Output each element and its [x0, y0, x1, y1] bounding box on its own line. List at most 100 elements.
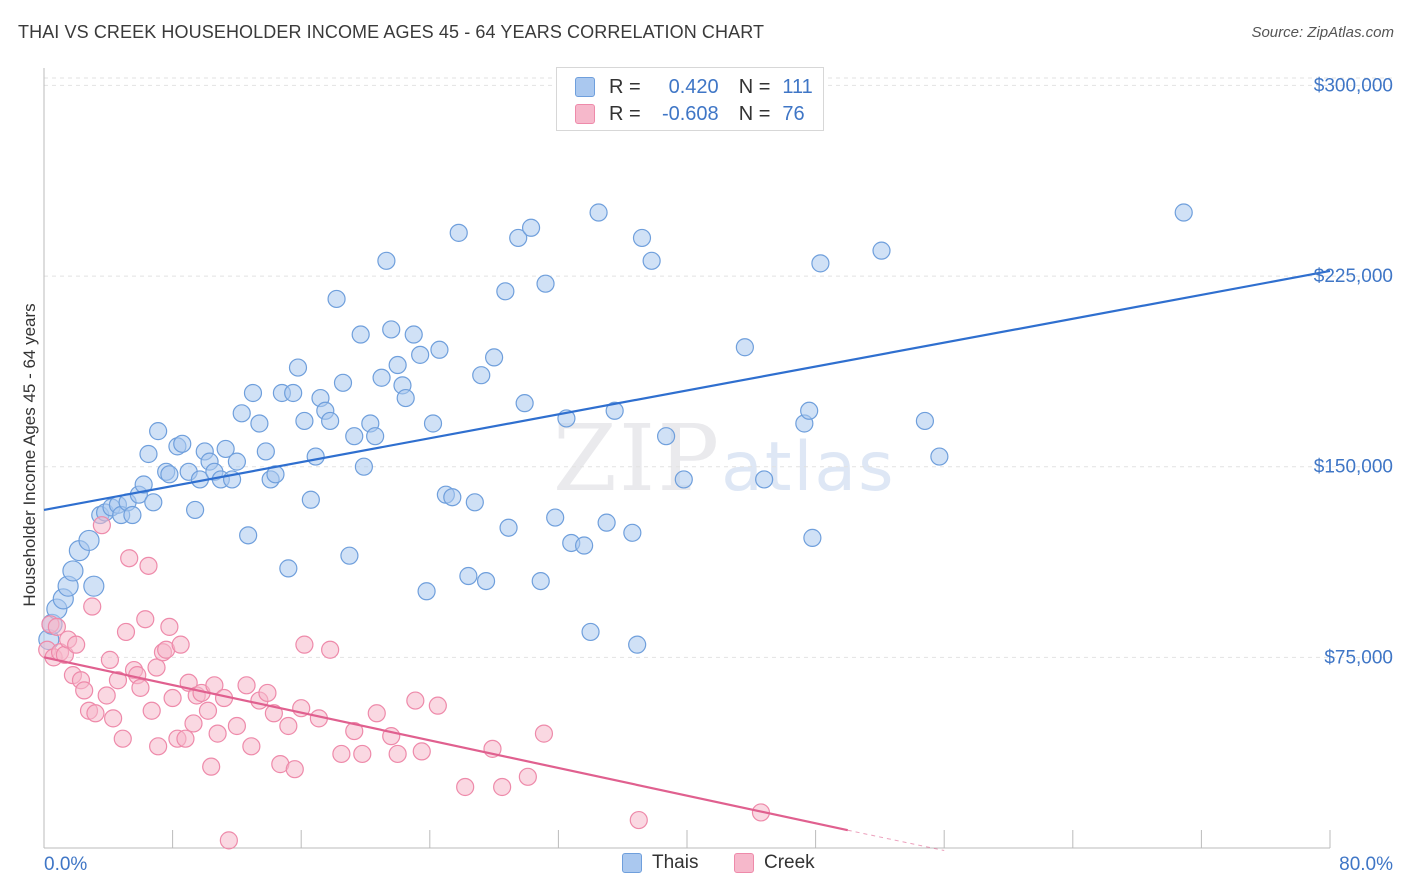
- thais-point: [597, 513, 616, 532]
- thais-point: [642, 251, 661, 270]
- thais-point: [623, 523, 642, 542]
- creek-point: [258, 683, 277, 703]
- thais-swatch: [575, 77, 595, 97]
- thais-point: [149, 422, 168, 441]
- thais-r-value: 0.420: [668, 75, 719, 98]
- thais-point: [459, 566, 478, 586]
- thais-point: [134, 475, 153, 494]
- creek-point: [108, 671, 128, 690]
- legend-row-thais: R = 0.420 N = 111: [575, 75, 813, 99]
- creek-point: [83, 597, 102, 616]
- thais-point: [674, 470, 693, 489]
- creek-point: [208, 724, 227, 743]
- thais-point: [295, 411, 314, 431]
- thais-point: [735, 338, 754, 357]
- creek-point: [242, 737, 261, 756]
- creek-point: [171, 635, 190, 654]
- trend-lines: [43, 269, 1331, 852]
- creek-point: [237, 676, 256, 695]
- thais-point: [657, 427, 676, 446]
- creek-point: [295, 635, 314, 654]
- creek-point: [136, 610, 155, 629]
- thais-point: [340, 546, 359, 565]
- x-tick-label-min: 0.0%: [44, 854, 87, 875]
- thais-point: [227, 452, 246, 471]
- watermark-zip: ZIP: [553, 405, 722, 512]
- creek-trend-extension: [847, 829, 945, 852]
- thais-point: [476, 571, 496, 591]
- creek-trend-line: [43, 656, 848, 832]
- thais-point: [930, 447, 949, 466]
- thais-point: [803, 528, 822, 547]
- thais-point: [83, 575, 105, 597]
- thais-point: [411, 345, 430, 364]
- creek-point: [279, 716, 298, 736]
- thais-point: [321, 411, 340, 431]
- creek-point: [176, 729, 195, 748]
- watermark: ZIPatlas: [553, 405, 896, 512]
- thais-point: [430, 340, 449, 359]
- thais-point: [1174, 203, 1193, 222]
- correlation-legend: R = 0.420 N = 111 R = -0.608 N = 76: [556, 67, 824, 131]
- thais-point: [546, 508, 565, 527]
- creek-point: [406, 691, 425, 710]
- thais-point: [509, 228, 528, 248]
- creek-r-value: -0.608: [661, 102, 719, 125]
- thais-point: [279, 559, 298, 578]
- thais-point: [404, 325, 423, 344]
- thais-point: [915, 411, 935, 431]
- creek-point: [227, 716, 246, 736]
- creek-point: [97, 686, 116, 705]
- creek-point: [321, 640, 340, 659]
- creek-point: [367, 704, 386, 723]
- thais-point: [521, 218, 541, 237]
- creek-point: [534, 724, 554, 743]
- creek-point: [131, 678, 150, 697]
- thais-point: [628, 635, 647, 654]
- thais-point: [256, 442, 275, 461]
- creek-point: [149, 737, 168, 756]
- creek-legend-swatch: [734, 853, 754, 873]
- thais-point: [496, 282, 515, 301]
- thais-point: [216, 439, 235, 459]
- thais-point: [173, 434, 192, 453]
- thais-point: [396, 388, 415, 408]
- thais-point: [186, 500, 205, 520]
- thais-point: [351, 325, 370, 344]
- source-credit: Source: ZipAtlas.com: [1251, 24, 1394, 41]
- thais-point: [575, 536, 594, 555]
- legend-item-thais: Thais: [622, 852, 698, 874]
- thais-point: [811, 254, 830, 273]
- creek-point: [67, 635, 86, 654]
- thais-point: [499, 518, 518, 537]
- thais-point: [382, 320, 401, 339]
- thais-point: [327, 289, 346, 309]
- creek-legend-label: Creek: [764, 852, 815, 873]
- creek-point: [116, 622, 136, 642]
- thais-point: [388, 355, 407, 375]
- thais-point: [449, 223, 468, 242]
- creek-point: [100, 650, 120, 669]
- thais-r-label: R =: [609, 75, 641, 98]
- thais-point: [243, 383, 263, 403]
- thais-legend-swatch: [622, 853, 642, 873]
- thais-point: [417, 582, 436, 601]
- thais-point: [472, 366, 491, 385]
- y-tick-label: $300,000: [1314, 75, 1393, 96]
- thais-point: [872, 241, 891, 260]
- legend-item-creek: Creek: [734, 852, 815, 874]
- thais-point: [423, 414, 443, 433]
- thais-n-label: N =: [738, 75, 771, 98]
- thais-n-value: 111: [782, 75, 813, 98]
- thais-point: [123, 505, 142, 525]
- thais-point: [605, 401, 624, 420]
- creek-point: [493, 777, 512, 797]
- creek-r-label: R =: [609, 102, 641, 125]
- thais-point: [333, 373, 353, 392]
- creek-point: [120, 549, 139, 568]
- creek-point: [428, 696, 447, 715]
- creek-point: [332, 744, 351, 764]
- thais-point: [485, 348, 504, 367]
- creek-point: [163, 688, 182, 708]
